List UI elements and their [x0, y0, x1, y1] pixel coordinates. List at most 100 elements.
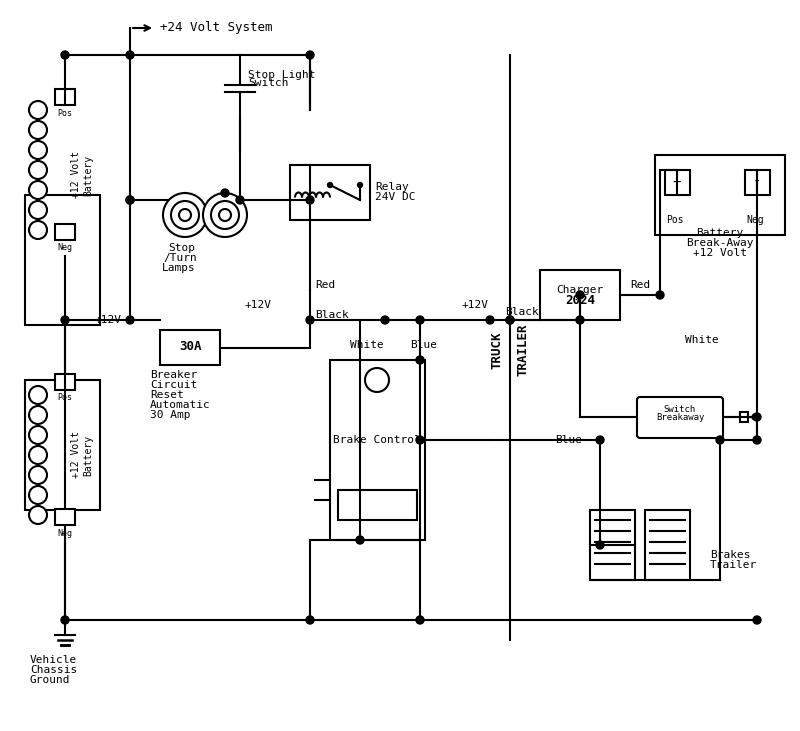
Circle shape	[306, 196, 314, 204]
Circle shape	[29, 221, 47, 239]
Circle shape	[171, 201, 199, 229]
Text: Lamps: Lamps	[162, 263, 196, 273]
Bar	[330, 360, 425, 540]
Circle shape	[356, 536, 364, 544]
Bar	[25, 195, 100, 325]
Text: Brake Control: Brake Control	[333, 435, 421, 445]
Text: 2024: 2024	[565, 294, 595, 306]
Text: Ground: Ground	[30, 675, 70, 685]
Circle shape	[29, 121, 47, 139]
Circle shape	[29, 141, 47, 159]
Text: Switch: Switch	[664, 404, 696, 414]
Text: Neg: Neg	[57, 529, 72, 537]
Text: Neg: Neg	[57, 243, 72, 252]
Text: Pos: Pos	[57, 108, 72, 118]
Text: Black: Black	[315, 310, 349, 320]
Text: +12 Volt
Battery: +12 Volt Battery	[71, 151, 93, 199]
Text: Break-Away: Break-Away	[686, 238, 754, 248]
Circle shape	[29, 446, 47, 464]
Circle shape	[61, 51, 69, 59]
Text: Switch: Switch	[248, 78, 289, 88]
Bar	[160, 330, 220, 365]
Circle shape	[506, 316, 514, 324]
Text: 30A: 30A	[178, 341, 202, 354]
Circle shape	[29, 101, 47, 119]
Circle shape	[29, 406, 47, 424]
Circle shape	[29, 201, 47, 219]
Text: +24 Volt System: +24 Volt System	[160, 21, 273, 34]
Bar	[655, 155, 785, 235]
Bar	[338, 490, 417, 520]
Circle shape	[163, 193, 207, 237]
Bar	[55, 509, 75, 525]
Circle shape	[596, 436, 604, 444]
Text: 24V DC: 24V DC	[375, 192, 415, 202]
Circle shape	[306, 51, 314, 59]
Circle shape	[381, 316, 389, 324]
Text: Black: Black	[505, 307, 538, 317]
Text: Vehicle: Vehicle	[30, 655, 78, 665]
Text: Relay: Relay	[375, 183, 409, 192]
Bar	[740, 412, 748, 422]
Circle shape	[29, 386, 47, 404]
Circle shape	[61, 616, 69, 624]
Text: Pos: Pos	[666, 215, 684, 225]
Bar	[540, 270, 620, 320]
Circle shape	[179, 209, 191, 221]
Text: Circuit: Circuit	[150, 380, 198, 390]
Circle shape	[576, 291, 584, 299]
Bar	[590, 510, 635, 580]
Text: /Turn: /Turn	[163, 253, 197, 263]
Text: Reset: Reset	[150, 390, 184, 400]
Bar	[55, 89, 75, 105]
Text: TRAILER: TRAILER	[517, 324, 530, 376]
Circle shape	[203, 193, 247, 237]
Circle shape	[656, 291, 664, 299]
Circle shape	[358, 183, 362, 187]
Circle shape	[506, 316, 514, 324]
Circle shape	[306, 316, 314, 324]
Circle shape	[29, 506, 47, 524]
Circle shape	[753, 436, 761, 444]
Circle shape	[365, 368, 389, 392]
Circle shape	[416, 616, 424, 624]
Circle shape	[61, 316, 69, 324]
Text: Blue: Blue	[410, 340, 437, 350]
Text: -: -	[753, 175, 761, 189]
Text: Red: Red	[630, 280, 650, 290]
Circle shape	[211, 201, 239, 229]
Text: Neg: Neg	[746, 215, 764, 225]
Circle shape	[126, 51, 134, 59]
Text: Chassis: Chassis	[30, 665, 78, 675]
Text: Pos: Pos	[57, 393, 72, 403]
Text: Blue: Blue	[555, 435, 582, 445]
Text: Automatic: Automatic	[150, 400, 210, 410]
Text: Stop: Stop	[168, 243, 195, 253]
Circle shape	[753, 413, 761, 421]
Text: 30 Amp: 30 Amp	[150, 410, 190, 420]
Text: TRUCK: TRUCK	[490, 331, 503, 368]
Text: Charger: Charger	[556, 285, 604, 295]
Bar	[645, 510, 690, 580]
Bar	[290, 165, 370, 220]
Circle shape	[126, 196, 134, 204]
Text: +12V: +12V	[462, 300, 489, 310]
Bar	[25, 380, 100, 510]
Text: Battery: Battery	[696, 228, 744, 238]
Bar	[55, 374, 75, 390]
Bar	[745, 170, 770, 195]
Text: +12V: +12V	[95, 315, 122, 325]
Text: White: White	[685, 335, 718, 345]
Circle shape	[716, 436, 724, 444]
Bar	[55, 224, 75, 240]
Circle shape	[29, 161, 47, 179]
Text: Breaker: Breaker	[150, 370, 198, 380]
Circle shape	[753, 616, 761, 624]
Text: White: White	[350, 340, 384, 350]
Circle shape	[126, 316, 134, 324]
Bar	[665, 170, 690, 195]
Circle shape	[236, 196, 244, 204]
Text: +12 Volt: +12 Volt	[693, 248, 747, 258]
Circle shape	[29, 181, 47, 199]
Text: Trailer: Trailer	[710, 560, 758, 570]
